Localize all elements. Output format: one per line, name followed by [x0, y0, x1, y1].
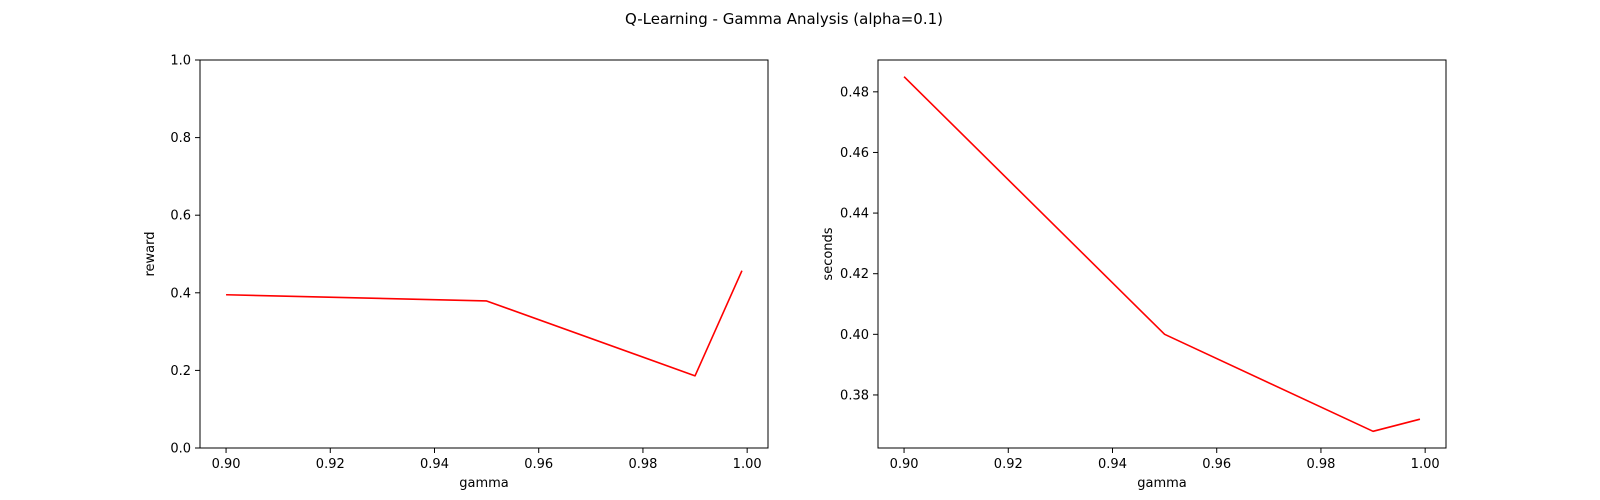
seconds-y-tick-label: 0.42 [840, 267, 869, 282]
seconds-series-line [903, 76, 1421, 433]
reward-x-tick-label: 0.96 [524, 457, 553, 472]
seconds-y-tick-label: 0.48 [840, 85, 869, 100]
reward-x-tick-label: 0.90 [212, 457, 241, 472]
reward-y-tick-label: 0.8 [170, 131, 191, 146]
seconds-y-tick-label: 0.40 [840, 328, 869, 343]
reward-x-tick-label: 1.00 [733, 457, 762, 472]
seconds-y-tick-label: 0.46 [840, 146, 869, 161]
reward-y-tick-label: 1.0 [170, 54, 191, 69]
seconds-y-axis-label: seconds [821, 227, 836, 280]
seconds-x-tick-label: 0.96 [1202, 457, 1231, 472]
reward-x-tick-label: 0.92 [316, 457, 345, 472]
reward-chart: 0.90 0.92 0.94 0.96 0.98 1.00 0.0 0.2 0.4 0.6 0.8 1… [143, 54, 769, 491]
reward-x-tick-label: 0.98 [628, 457, 657, 472]
seconds-x-tick-label: 0.98 [1306, 457, 1335, 472]
seconds-plot-frame [877, 59, 1447, 449]
figure-title: Q-Learning - Gamma Analysis (alpha=0.1) [625, 10, 943, 28]
reward-y-tick-label: 0.4 [170, 286, 191, 301]
seconds-x-tick-label: 1.00 [1411, 457, 1440, 472]
seconds-x-tick-label: 0.92 [994, 457, 1023, 472]
reward-x-tick-label: 0.94 [420, 457, 449, 472]
seconds-y-tick-label: 0.44 [840, 207, 869, 222]
reward-x-axis-label: gamma [459, 476, 509, 491]
reward-y-tick-label: 0.6 [170, 209, 191, 224]
reward-series-line [226, 270, 743, 377]
reward-y-axis-label: reward [143, 231, 158, 276]
reward-plot-frame [199, 59, 769, 449]
seconds-chart: 0.90 0.92 0.94 0.96 0.98 1.00 0.38 0.40 0.42 0.44… [821, 59, 1447, 491]
seconds-x-tick-label: 0.90 [890, 457, 919, 472]
seconds-x-tick-label: 0.94 [1098, 457, 1127, 472]
reward-y-tick-label: 0.0 [170, 442, 191, 457]
reward-y-tick-label: 0.2 [170, 364, 191, 379]
seconds-y-tick-label: 0.38 [840, 388, 869, 403]
seconds-x-axis-label: gamma [1137, 476, 1187, 491]
